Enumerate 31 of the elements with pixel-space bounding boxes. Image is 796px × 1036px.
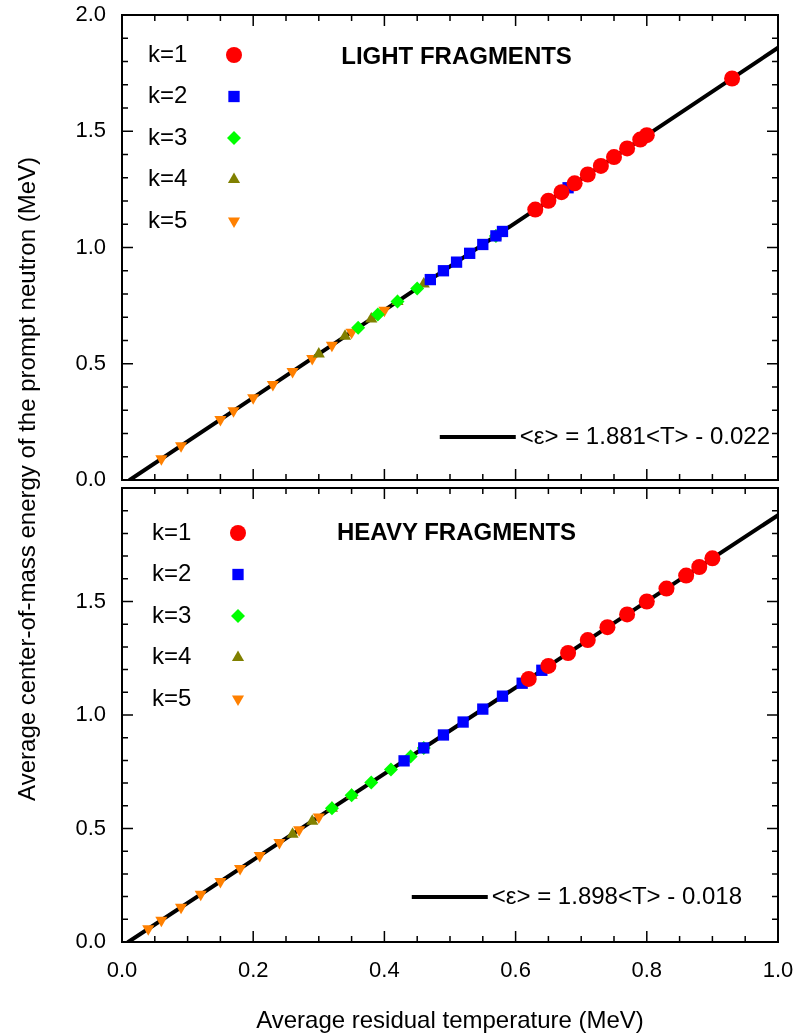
y-tick-label: 0.5 xyxy=(75,814,106,840)
legend-label: k=3 xyxy=(152,600,192,628)
legend-label: k=1 xyxy=(148,39,188,67)
legend-label: k=5 xyxy=(152,683,192,711)
annotation: <ε> = 1.898<T> - 0.018 xyxy=(491,881,742,909)
y-tick-label: 0.5 xyxy=(75,349,106,375)
legend-label: k=3 xyxy=(148,122,188,150)
y-tick-label: 0.0 xyxy=(75,928,106,954)
x-tick-label: 0.4 xyxy=(369,957,400,983)
y-tick-label: 0.0 xyxy=(75,466,106,492)
x-tick-label: 0.8 xyxy=(631,957,663,983)
legend-label: k=1 xyxy=(152,517,192,545)
y-tick-label: 1.0 xyxy=(75,233,106,259)
legend-label: k=2 xyxy=(148,81,188,109)
text: LIGHT FRAGMENTS xyxy=(341,41,572,69)
y-tick-label: 2.0 xyxy=(75,1,106,27)
x-tick-label: 0.6 xyxy=(500,957,531,983)
x-tick-label: 1.0 xyxy=(762,957,794,983)
y-tick-label: 1.5 xyxy=(75,587,106,613)
legend-label: k=4 xyxy=(148,164,188,192)
x-tick-label: 0.0 xyxy=(106,957,138,983)
y-axis-title: Average center-of-mass energy of the prompt neutron (MeV) xyxy=(13,156,41,801)
x-tick-label: 0.2 xyxy=(237,957,269,983)
x-axis-title: Average residual temperature (MeV) xyxy=(256,1006,644,1034)
legend-label: k=5 xyxy=(148,205,188,233)
legend-label: k=4 xyxy=(152,642,192,670)
y-tick-label: 1.0 xyxy=(75,701,106,727)
annotation: <ε> = 1.881<T> - 0.022 xyxy=(519,421,770,449)
legend-label: k=2 xyxy=(152,559,192,587)
text: HEAVY FRAGMENTS xyxy=(336,517,577,545)
y-tick-label: 1.5 xyxy=(75,117,106,143)
